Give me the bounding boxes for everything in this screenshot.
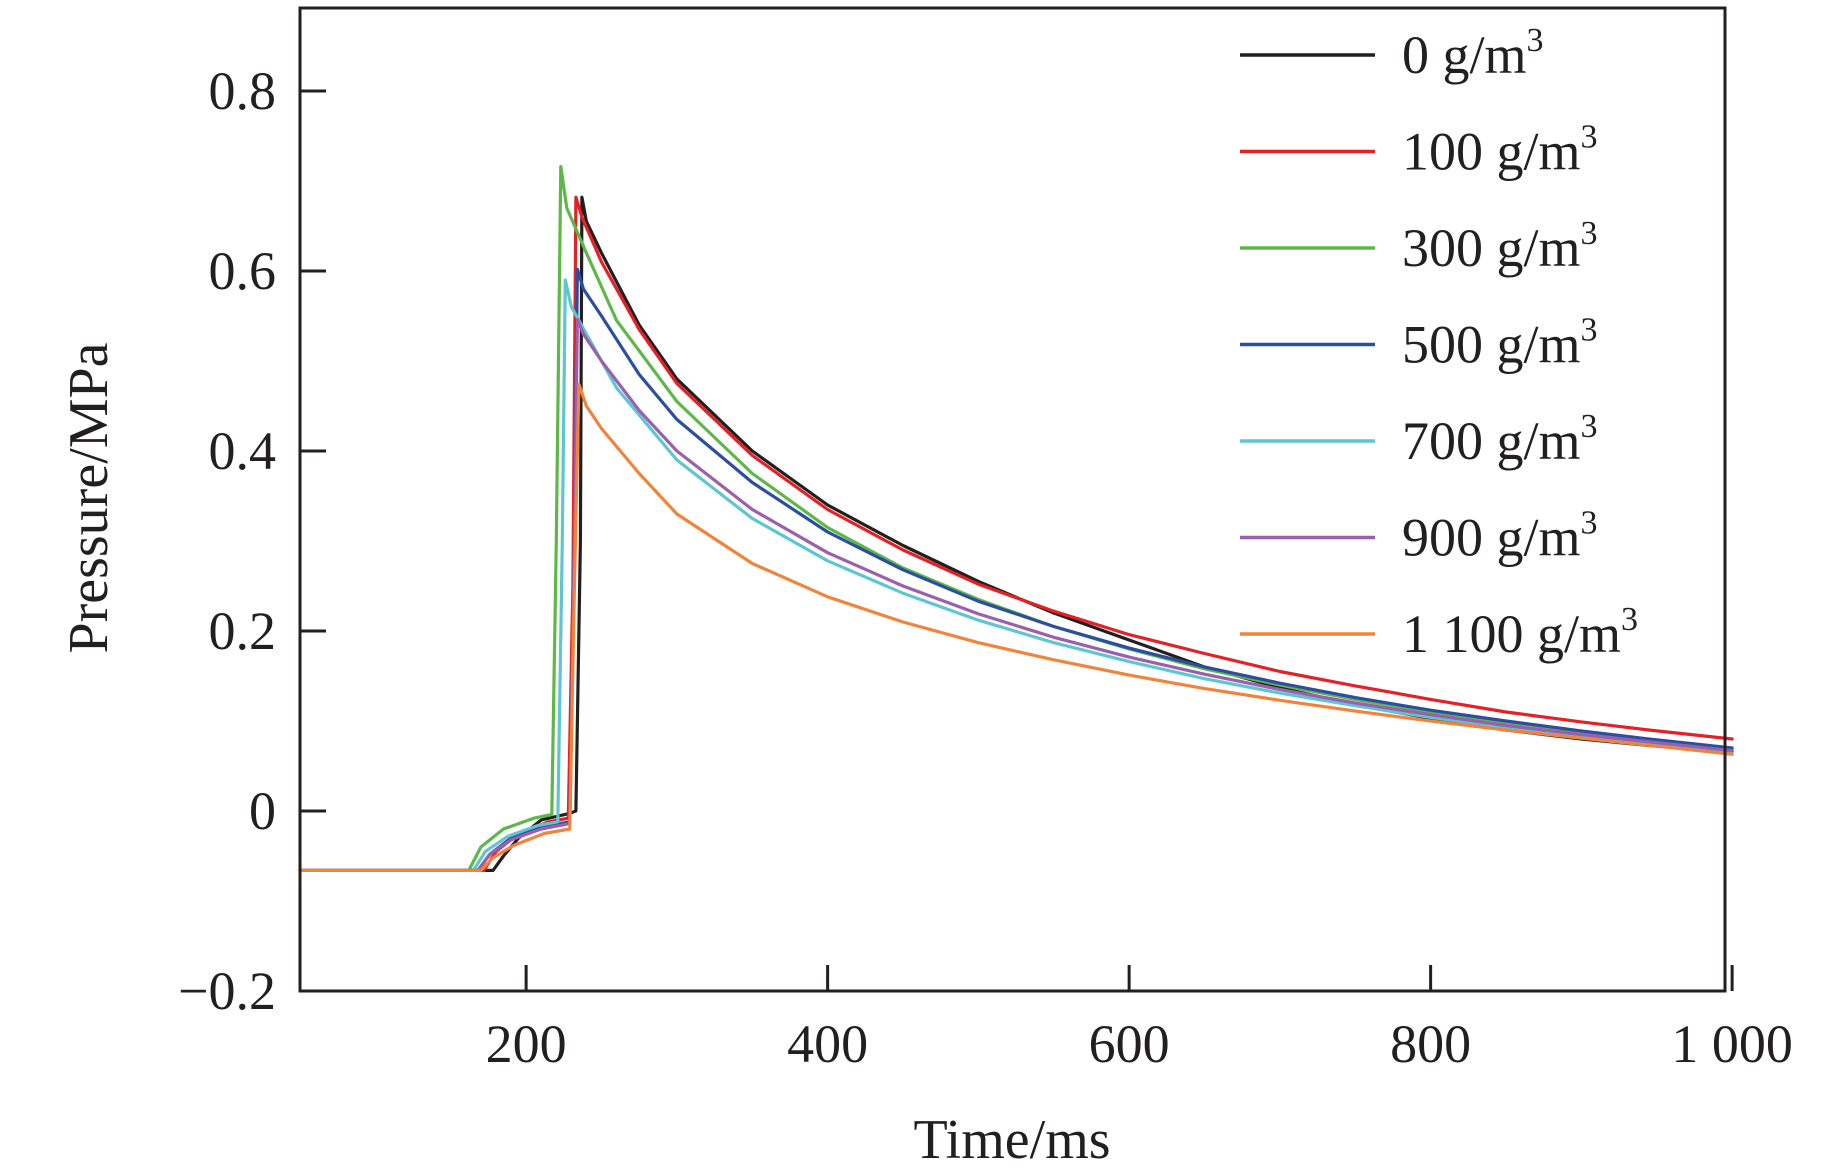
- series-layer: [298, 165, 1734, 872]
- y-tick-label: 0.6: [209, 241, 277, 301]
- x-tick-label: 800: [1390, 1014, 1471, 1074]
- y-tick-label: 0.4: [209, 421, 277, 481]
- legend-label: 500 g/m3: [1402, 312, 1598, 375]
- legend-label: 100 g/m3: [1402, 119, 1598, 182]
- legend-label: 1 100 g/m3: [1402, 601, 1638, 664]
- x-tick-label: 1 000: [1671, 1014, 1793, 1074]
- y-tick-label: 0: [249, 781, 276, 841]
- series-line-100: [298, 195, 1734, 872]
- y-tick-label: −0.2: [178, 961, 276, 1021]
- series-line-1100: [298, 382, 1734, 872]
- legend-label: 900 g/m3: [1402, 505, 1598, 568]
- legend: 0 g/m3 100 g/m3 300 g/m3 500 g/m3 700 g/m3 90…: [1240, 22, 1638, 664]
- y-axis-title: Pressure/MPa: [58, 342, 120, 653]
- series-line-700: [298, 278, 1734, 872]
- legend-label: 300 g/m3: [1402, 215, 1598, 278]
- x-axis-title: Time/ms: [913, 1109, 1110, 1171]
- legend-label: 700 g/m3: [1402, 408, 1598, 471]
- legend-label: 0 g/m3: [1402, 22, 1544, 85]
- y-tick-label: 0.8: [209, 61, 277, 121]
- y-axis: −0.2 0 0.2 0.4 0.6 0.8: [178, 61, 326, 1021]
- x-tick-label: 600: [1089, 1014, 1170, 1074]
- plot-frame: [298, 6, 1727, 993]
- y-tick-label: 0.2: [209, 601, 277, 661]
- x-axis: 200 400 600 800 1 000: [486, 965, 1793, 1074]
- series-line-900: [298, 318, 1734, 872]
- series-line-300: [298, 165, 1734, 872]
- series-line-500: [298, 267, 1734, 872]
- x-tick-label: 400: [787, 1014, 868, 1074]
- x-tick-label: 200: [486, 1014, 567, 1074]
